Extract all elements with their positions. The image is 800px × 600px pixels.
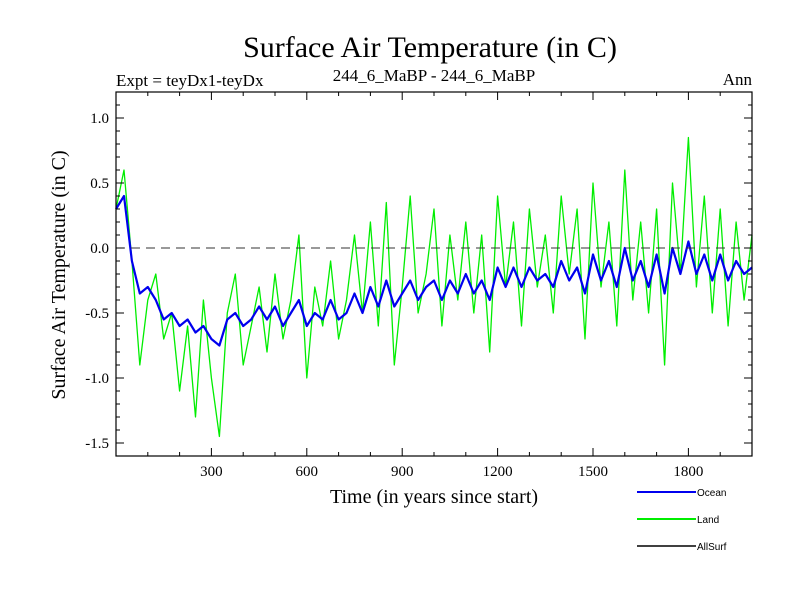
experiment-label: Expt = teyDx1-teyDx	[116, 71, 264, 90]
chart-title: Surface Air Temperature (in C)	[243, 31, 617, 64]
series-layer	[115, 136, 753, 438]
y-tick-label: -1.0	[85, 371, 109, 387]
x-tick-label: 1200	[483, 464, 513, 480]
ticks-layer	[116, 92, 752, 456]
x-tick-label: 300	[200, 464, 223, 480]
legend: Ocean Land AllSurf	[637, 488, 727, 553]
y-tick-label: 1.0	[90, 111, 109, 127]
y-tick-label: -0.5	[85, 306, 109, 322]
period-label: 244_6_MaBP - 244_6_MaBP	[333, 66, 535, 85]
tick-labels: 300 600 900 1200 1500 1800 -1.5 -1.0 -0.5 0.0 0.5 1…	[85, 111, 703, 480]
legend-ocean-label: Ocean	[697, 488, 726, 499]
y-tick-label: -1.5	[85, 436, 109, 452]
x-tick-label: 1800	[673, 464, 703, 480]
legend-allsurf-label: AllSurf	[697, 542, 727, 553]
y-axis-label: Surface Air Temperature (in C)	[48, 150, 70, 399]
plot-frame	[115, 91, 753, 457]
x-tick-label: 1500	[578, 464, 608, 480]
series-land-line	[115, 136, 753, 438]
legend-land-label: Land	[697, 515, 719, 526]
y-tick-label: 0.5	[90, 176, 109, 192]
y-tick-label: 0.0	[90, 241, 109, 257]
series-ocean-line	[115, 194, 753, 347]
season-label: Ann	[723, 70, 753, 89]
x-tick-label: 600	[296, 464, 319, 480]
x-axis-label: Time (in years since start)	[330, 486, 538, 508]
x-tick-label: 900	[391, 464, 414, 480]
